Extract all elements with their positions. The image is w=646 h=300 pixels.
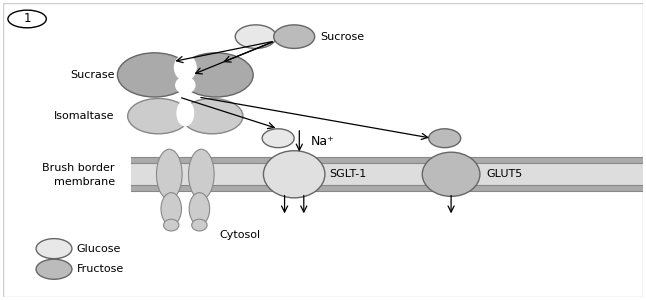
Ellipse shape bbox=[182, 98, 243, 134]
Ellipse shape bbox=[192, 219, 207, 231]
Ellipse shape bbox=[189, 193, 210, 225]
Ellipse shape bbox=[422, 152, 480, 196]
Text: SGLT-1: SGLT-1 bbox=[329, 169, 367, 179]
Ellipse shape bbox=[235, 25, 276, 48]
Text: GLUT5: GLUT5 bbox=[486, 169, 523, 179]
Text: Brush border
membrane: Brush border membrane bbox=[43, 164, 115, 187]
FancyBboxPatch shape bbox=[131, 158, 643, 164]
Ellipse shape bbox=[274, 25, 315, 48]
Text: 1: 1 bbox=[23, 13, 31, 26]
Ellipse shape bbox=[175, 76, 196, 94]
Ellipse shape bbox=[174, 54, 197, 81]
Ellipse shape bbox=[156, 149, 182, 199]
FancyBboxPatch shape bbox=[131, 164, 643, 185]
Ellipse shape bbox=[118, 53, 192, 97]
Ellipse shape bbox=[163, 219, 179, 231]
Text: Glucose: Glucose bbox=[76, 244, 121, 254]
Text: Isomaltase: Isomaltase bbox=[54, 111, 115, 121]
Ellipse shape bbox=[264, 151, 325, 198]
Ellipse shape bbox=[161, 193, 182, 225]
Ellipse shape bbox=[189, 149, 214, 199]
Ellipse shape bbox=[128, 98, 189, 134]
Ellipse shape bbox=[179, 53, 253, 97]
Text: Na⁺: Na⁺ bbox=[311, 135, 335, 148]
Circle shape bbox=[8, 10, 47, 28]
Ellipse shape bbox=[36, 259, 72, 279]
Ellipse shape bbox=[262, 129, 294, 148]
FancyBboxPatch shape bbox=[131, 185, 643, 191]
Text: Cytosol: Cytosol bbox=[219, 230, 260, 240]
Text: Fructose: Fructose bbox=[76, 264, 123, 274]
Ellipse shape bbox=[429, 129, 461, 148]
Text: Sucrose: Sucrose bbox=[320, 32, 364, 42]
Ellipse shape bbox=[176, 100, 194, 126]
Ellipse shape bbox=[36, 238, 72, 259]
Text: Sucrase: Sucrase bbox=[70, 70, 115, 80]
